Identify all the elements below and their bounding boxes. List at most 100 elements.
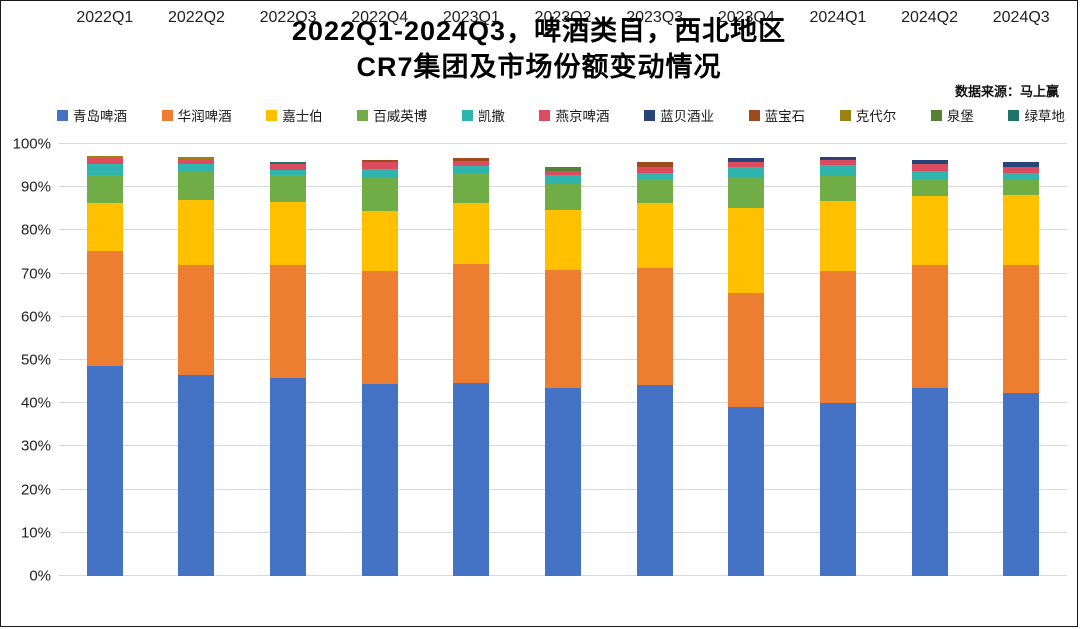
- legend-item: 泉堡: [930, 105, 974, 125]
- bar-segment: [911, 196, 948, 265]
- bar-segment: [728, 166, 765, 179]
- bar-segment: [178, 157, 215, 160]
- y-axis-tick-label: 20%: [20, 481, 51, 499]
- stacked-bar-2022Q1: [86, 144, 123, 576]
- legend-item: 嘉士伯: [266, 105, 323, 125]
- legend-label: 嘉士伯: [282, 109, 323, 124]
- y-axis-tick-label: 0%: [29, 567, 51, 585]
- bar-segment: [636, 179, 673, 204]
- x-axis-tick-label: 2023Q1: [442, 9, 500, 26]
- legend-item: 克代尔: [839, 105, 896, 125]
- bar-segment: [361, 210, 398, 272]
- legend-item: 百威英博: [357, 105, 427, 125]
- legend-swatch: [539, 109, 551, 121]
- bar-segment: [636, 267, 673, 385]
- bar-segment: [1003, 179, 1040, 195]
- chart-title-line1: 2022Q1-2024Q3，啤酒类目，西北地区: [291, 16, 787, 46]
- plot-area-wrapper: 0% 10% 20% 30% 40% 50% 60% 70% 80% 90% 100%: [7, 136, 1067, 585]
- bar-segment: [545, 175, 582, 185]
- stacked-bar-2024Q1: [819, 144, 856, 576]
- bar-segment: [1003, 194, 1040, 265]
- bar-segment: [545, 184, 582, 210]
- bar-segment: [270, 264, 307, 379]
- bar-segment: [819, 157, 856, 161]
- bar-segment: [545, 209, 582, 270]
- bar-segment: [819, 402, 856, 576]
- bar-segment: [728, 161, 765, 167]
- bar-segment: [86, 174, 123, 204]
- bar-segment: [86, 156, 123, 158]
- bar-segment: [178, 172, 215, 201]
- y-axis: 0% 10% 20% 30% 40% 50% 60% 70% 80% 90% 100%: [7, 136, 59, 585]
- bar-slot: [517, 144, 609, 576]
- bar-segment: [270, 201, 307, 265]
- legend-swatch: [57, 109, 68, 121]
- legend-label: 绿草地: [1024, 109, 1065, 124]
- y-axis-tick-label: 70%: [20, 265, 51, 283]
- legend-item: 绿草地: [1008, 105, 1065, 125]
- legend-swatch: [357, 109, 369, 121]
- legend-item: 凯撒: [461, 105, 505, 125]
- gridline: [59, 143, 1067, 144]
- y-axis-tick-label: 50%: [20, 351, 51, 369]
- legend-item: 青岛啤酒: [57, 105, 127, 125]
- stacked-bar-2022Q3: [270, 144, 307, 576]
- bar-segment: [819, 201, 856, 272]
- bar-slot: [59, 144, 151, 576]
- bar-segment: [453, 264, 490, 383]
- x-axis-tick-label: 2023Q4: [717, 9, 775, 26]
- bar-segment: [911, 179, 948, 197]
- bar-segment: [819, 271, 856, 403]
- legend-item: 蓝贝酒业: [644, 105, 714, 125]
- bar-segment: [728, 407, 765, 576]
- bar-segment: [86, 164, 123, 175]
- y-axis-tick-label: 80%: [20, 221, 51, 239]
- x-axis-tick-label: 2022Q2: [167, 9, 225, 26]
- legend-swatch: [748, 109, 760, 121]
- legend-swatch: [461, 109, 473, 121]
- bar-slot: [334, 144, 426, 576]
- legend-label: 华润啤酒: [177, 109, 232, 124]
- bar-slot: [151, 144, 243, 576]
- stacked-bar-2024Q3: [1003, 144, 1040, 576]
- bar-segment: [361, 168, 398, 178]
- stacked-bar-2022Q4: [361, 144, 398, 576]
- bar-segment: [453, 161, 490, 167]
- x-axis: 2022Q1 2022Q2 2022Q3 2022Q4 2023Q1 2023Q2 2023…: [59, 9, 1067, 27]
- x-axis-tick-label: 2022Q1: [76, 9, 134, 26]
- bar-segment: [911, 388, 948, 576]
- bar-segment: [178, 200, 215, 265]
- bar-segment: [1003, 172, 1040, 180]
- bar-segment: [636, 172, 673, 180]
- stacked-bar-2023Q1: [453, 144, 490, 576]
- bar-segment: [453, 382, 490, 576]
- plot-area: [59, 143, 1067, 576]
- legend-label: 青岛啤酒: [73, 109, 127, 124]
- stacked-bar-2022Q2: [178, 144, 215, 576]
- bar-segment: [178, 164, 215, 173]
- bar-segment: [819, 176, 856, 202]
- bar-segment: [1003, 264, 1040, 393]
- legend: 青岛啤酒 华润啤酒 嘉士伯 百威英博 凯撒 燕京啤酒 蓝贝酒业 蓝宝石 克代尔 泉堡 绿草地: [57, 105, 1065, 125]
- legend-item: 蓝宝石: [748, 105, 805, 125]
- bar-slot: [700, 144, 792, 576]
- legend-label: 凯撒: [477, 109, 505, 124]
- y-axis-tick-label: 30%: [20, 437, 51, 455]
- bar-segment: [178, 159, 215, 165]
- x-axis-tick-label: 2024Q2: [901, 9, 959, 26]
- legend-label: 百威英博: [373, 109, 428, 124]
- bar-segment: [86, 250, 123, 367]
- x-axis-tick-label: 2024Q3: [992, 9, 1050, 26]
- bar-segment: [819, 160, 856, 166]
- bar-segment: [361, 162, 398, 169]
- data-source-label: 数据来源：马上赢: [954, 84, 1059, 99]
- legend-item: 华润啤酒: [161, 105, 232, 125]
- bar-segment: [453, 157, 490, 162]
- bar-segment: [86, 157, 123, 165]
- bar-segment: [361, 271, 398, 384]
- bar-segment: [545, 170, 582, 176]
- bar-segment: [636, 384, 673, 576]
- bar-segment: [270, 174, 307, 202]
- bar-segment: [636, 203, 673, 268]
